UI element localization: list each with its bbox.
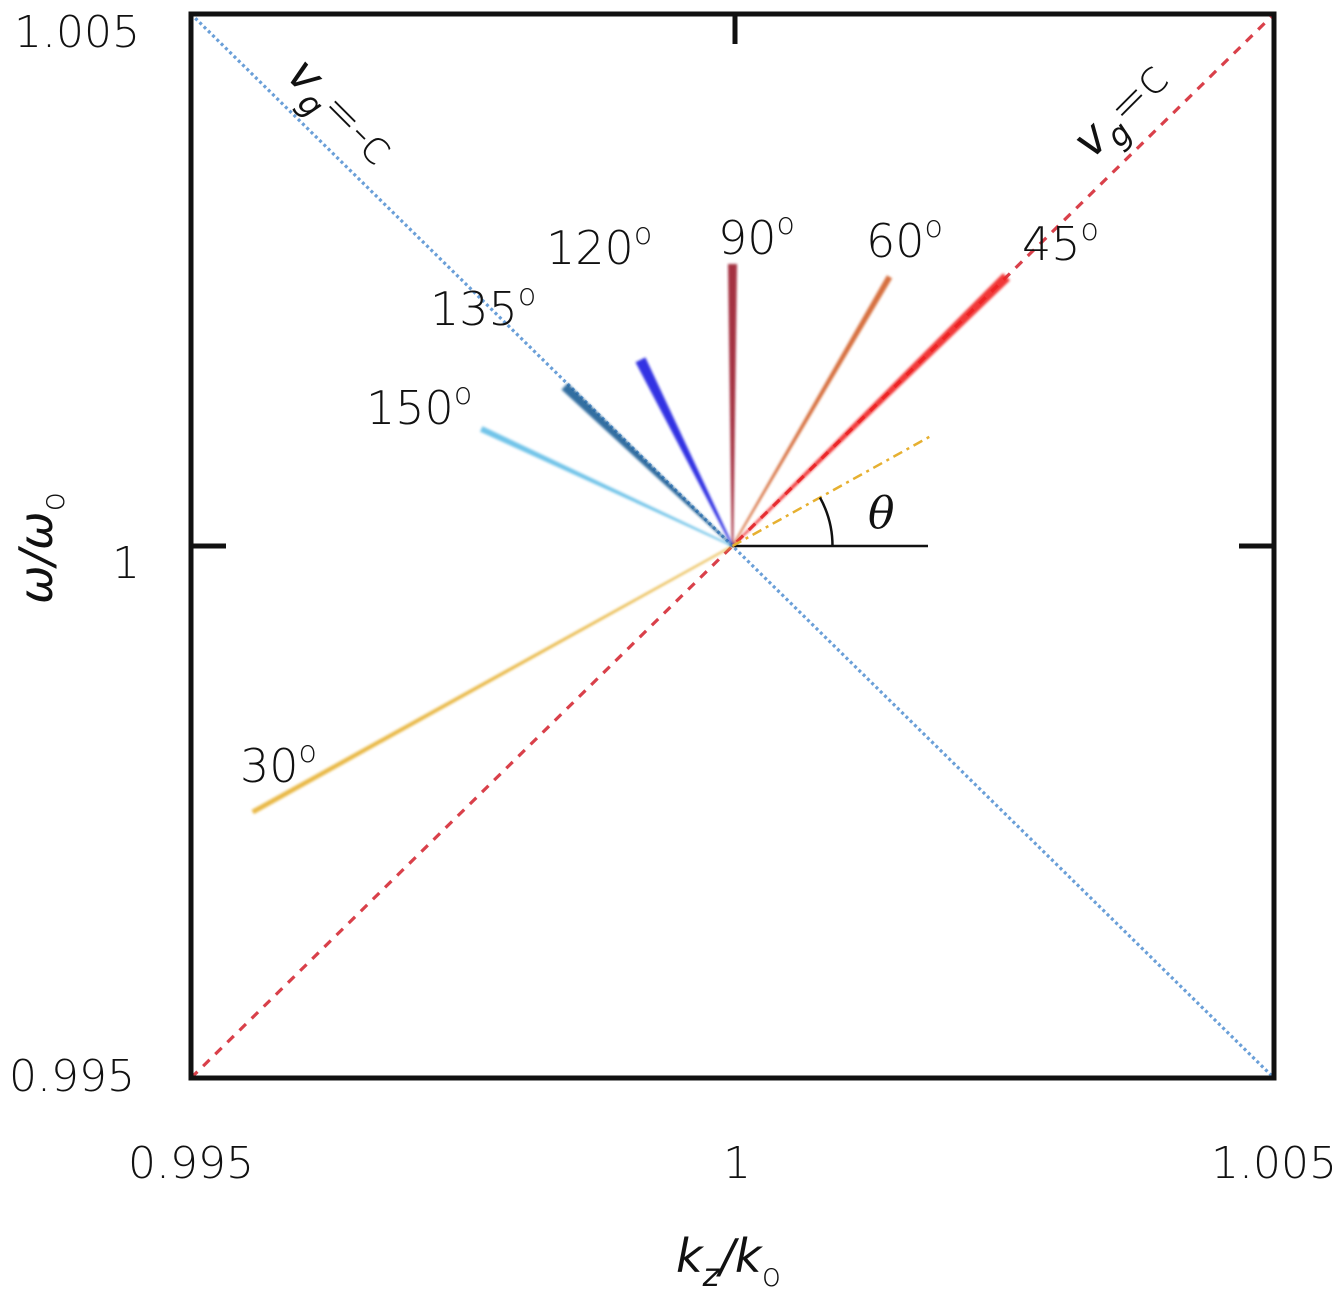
series-label-45deg: 45o [1022, 213, 1099, 271]
x-tick-label-mid: 1 [723, 1138, 751, 1189]
series-label-150deg: 150o [366, 377, 472, 435]
series-label-30deg: 30o [240, 735, 317, 793]
series-layer [251, 264, 1011, 815]
vg-neg-label: vg=-c [271, 47, 406, 182]
series-streak-120deg [635, 357, 734, 547]
series-streak-150deg [479, 426, 733, 547]
theta-annotation: θ [731, 435, 930, 548]
reference-line-vg-neg [189, 12, 1276, 1080]
x-axis-label: kz/ko [676, 1229, 781, 1293]
theta-arc [818, 496, 834, 547]
series-streak-45deg [731, 273, 1011, 547]
series-streak-90deg [728, 264, 737, 546]
x-tick-label-left: 0.995 [128, 1138, 254, 1189]
series-label-120deg: 120o [546, 217, 652, 275]
reference-line-vg-pos [189, 12, 1276, 1080]
y-axis-label: ω/ωo [9, 492, 72, 604]
series-label-135deg: 135o [430, 278, 536, 336]
reference-lines [189, 12, 1276, 1080]
theta-label: θ [868, 488, 895, 539]
series-streak-30deg [251, 545, 733, 815]
series-streak-135deg [561, 383, 734, 547]
vg-pos-label: vg=c [1062, 51, 1185, 174]
x-tick-label-right: 1.005 [1211, 1138, 1332, 1189]
y-tick-label-mid: 1 [112, 538, 140, 589]
y-tick-label-top: 1.005 [14, 7, 140, 58]
series-label-60deg: 60o [866, 210, 943, 268]
series-label-90deg: 90o [718, 207, 795, 265]
y-tick-label-bottom: 0.995 [9, 1051, 135, 1102]
series-streak-60deg [731, 275, 893, 547]
theta-guide-line [731, 435, 930, 548]
